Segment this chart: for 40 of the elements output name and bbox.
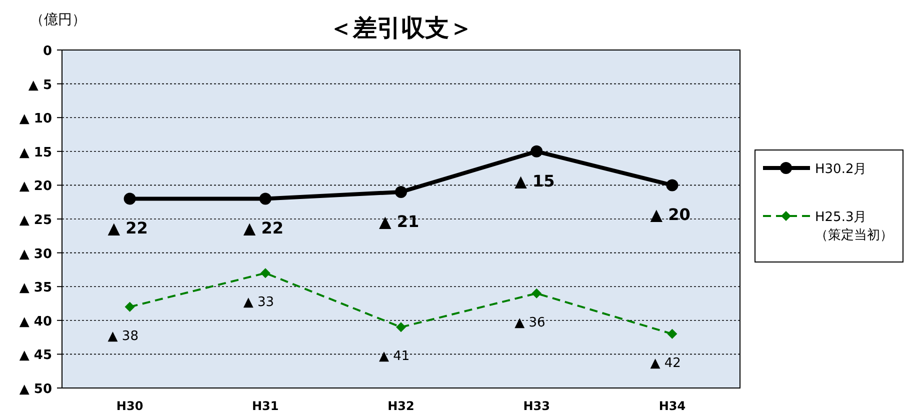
- y-tick-label: ▲ 25: [19, 213, 52, 228]
- data-label: ▲ 41: [379, 349, 410, 364]
- data-label: ▲ 42: [650, 356, 681, 371]
- chart-title: ＜差引収支＞: [329, 14, 473, 42]
- data-label: ▲ 38: [108, 328, 138, 344]
- x-tick-label: H31: [252, 399, 279, 413]
- point: [396, 322, 406, 332]
- x-tick-label: H34: [658, 399, 686, 413]
- y-tick-label: ▲ 30: [19, 246, 52, 262]
- data-label: ▲ 22: [243, 218, 284, 238]
- x-tick-label: H33: [523, 399, 550, 413]
- point: [395, 186, 407, 198]
- y-tick-label: ▲ 45: [19, 348, 52, 364]
- y-axis-title: （億円）: [30, 12, 86, 28]
- data-label: ▲ 15: [514, 171, 555, 190]
- data-label: ▲ 36: [514, 315, 546, 330]
- point: [260, 268, 270, 278]
- x-tick-label: H30: [116, 399, 144, 413]
- point: [666, 179, 678, 192]
- data-label: ▲ 20: [650, 205, 690, 224]
- y-tick-label: ▲ 20: [19, 179, 52, 194]
- data-label: ▲ 33: [243, 295, 274, 310]
- y-tick-label: 0: [42, 44, 52, 59]
- y-tick-label: ▲ 50: [19, 382, 52, 397]
- data-label: ▲ 22: [108, 218, 148, 238]
- data-label: ▲ 21: [379, 212, 420, 231]
- y-tick-label: ▲ 35: [19, 280, 52, 296]
- point: [259, 192, 272, 205]
- point: [532, 288, 542, 298]
- point: [667, 328, 678, 339]
- point: [530, 145, 543, 158]
- point: [124, 302, 135, 312]
- legend-label: H30.2月: [815, 162, 867, 177]
- y-tick-label: ▲ 10: [19, 112, 52, 127]
- y-tick-label: ▲ 40: [19, 314, 52, 330]
- point: [124, 192, 136, 205]
- y-tick-label: ▲ 5: [28, 78, 52, 93]
- y-tick-label: ▲ 15: [19, 145, 52, 160]
- x-tick-label: H32: [388, 399, 414, 413]
- legend-label: H25.3月（策定当初）: [815, 210, 893, 243]
